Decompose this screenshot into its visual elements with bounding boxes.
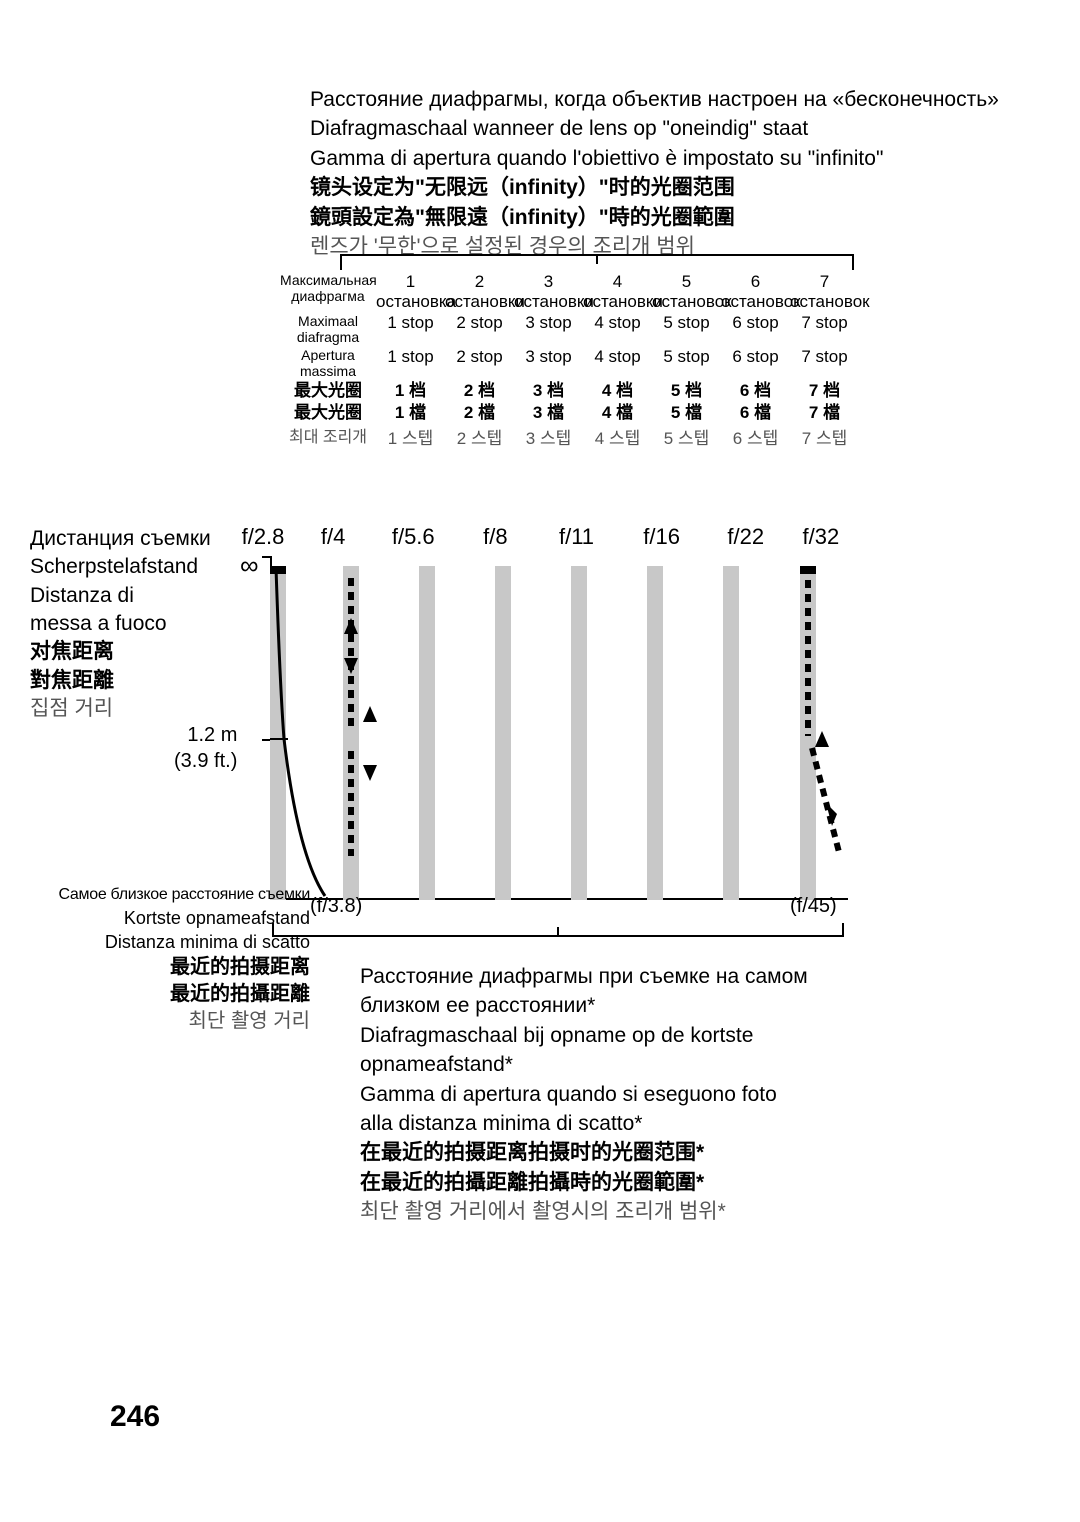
f45-label: (f/45) — [790, 895, 837, 918]
bottom-ko: 최단 촬영 거리에서 촬영시의 조리개 범위* — [360, 1197, 920, 1226]
stops-row-cn-t: 最大光圈1 檔2 檔3 檔4 檔5 檔6 檔7 檔 — [280, 403, 859, 423]
focus-nl: Scherpstelafstand — [30, 553, 250, 581]
title-cn-t: 鏡頭設定為"無限遠（infinity）"時的光圈範圍 — [310, 203, 999, 232]
short-nl: Kortste opnameafstand — [20, 906, 310, 930]
focus-ko: 집점 거리 — [30, 695, 250, 723]
bracket-bottom — [272, 923, 844, 937]
bottom-ru2: близком ее расстоянии* — [360, 991, 920, 1020]
bottom-it1: Gamma di apertura quando si eseguono fot… — [360, 1080, 920, 1109]
stops-row-cn-s: 最大光圈1 档2 档3 档4 档5 档6 档7 档 — [280, 381, 859, 401]
bottom-block: Расстояние диафрагмы при съемке на самом… — [360, 962, 920, 1227]
focus-it1: Distanza di — [30, 582, 250, 610]
bottom-it2: alla distanza minima di scatto* — [360, 1109, 920, 1138]
bottom-nl1: Diafragmaschaal bij opname op de kortste — [360, 1021, 920, 1050]
page: Расстояние диафрагмы, когда объектив нас… — [0, 0, 1080, 1522]
title-it: Gamma di apertura quando l'obiettivo è i… — [310, 144, 999, 173]
focus-cn-t: 對焦距離 — [30, 667, 250, 695]
bottom-nl2: opnameafstand* — [360, 1050, 920, 1079]
bracket-top — [340, 254, 854, 270]
page-number: 246 — [110, 1400, 160, 1434]
bottom-cn-s: 在最近的拍摄距离拍摄时的光圈范围* — [360, 1138, 920, 1167]
short-cn-s: 最近的拍摄距离 — [20, 954, 310, 981]
focus-labels: Дистанция съемки Scherpstelafstand Dista… — [30, 525, 250, 723]
depth-of-field-chart: ∞ — [270, 556, 850, 910]
infinity-symbol: ∞ — [240, 550, 259, 581]
short-cn-t: 最近的拍攝距離 — [20, 981, 310, 1008]
fstops-row: f/2.8 f/4 f/5.6 f/8 f/11 f/16 f/22 f/32 — [232, 524, 851, 550]
title-block: Расстояние диафрагмы, когда объектив нас… — [310, 85, 999, 261]
row-label: Максимальная диафрагма — [280, 272, 376, 304]
focus-it2: messa a fuoco — [30, 610, 250, 638]
short-it: Distanza minima di scatto — [20, 930, 310, 954]
short-ko: 최단 촬영 거리 — [20, 1008, 310, 1035]
stops-table: Максимальная диафрагма 1остановка2остано… — [280, 272, 859, 450]
short-labels: Самое близкое расстояние съемки Kortste … — [20, 884, 310, 1035]
stops-row-nl: Maximaaldiafragma1 stop2 stop3 stop4 sto… — [280, 313, 859, 345]
stops-row-it: Aperturamassima1 stop2 stop3 stop4 stop5… — [280, 347, 859, 379]
focus-cn-s: 对焦距离 — [30, 638, 250, 666]
stops-row-ru: Максимальная диафрагма 1остановка2остано… — [280, 272, 859, 311]
bottom-ru1: Расстояние диафрагмы при съемке на самом — [360, 962, 920, 991]
f3-8-label: (f/3.8) — [310, 895, 362, 918]
bottom-cn-t: 在最近的拍攝距離拍攝時的光圈範圍* — [360, 1168, 920, 1197]
stops-row-ko: 최대 조리개1 스텝2 스텝3 스텝4 스텝5 스텝6 스텝7 스텝 — [280, 429, 859, 449]
title-ru: Расстояние диафрагмы, когда объектив нас… — [310, 85, 999, 114]
dist-1-2m: 1.2 m (3.9 ft.) — [174, 722, 237, 774]
title-nl: Diafragmaschaal wanneer de lens op "onei… — [310, 114, 999, 143]
chart-overlay — [270, 556, 850, 910]
focus-ru: Дистанция съемки — [30, 525, 250, 553]
title-cn-s: 镜头设定为"无限远（infinity）"时的光圈范围 — [310, 173, 999, 202]
short-ru: Самое близкое расстояние съемки — [20, 884, 310, 906]
